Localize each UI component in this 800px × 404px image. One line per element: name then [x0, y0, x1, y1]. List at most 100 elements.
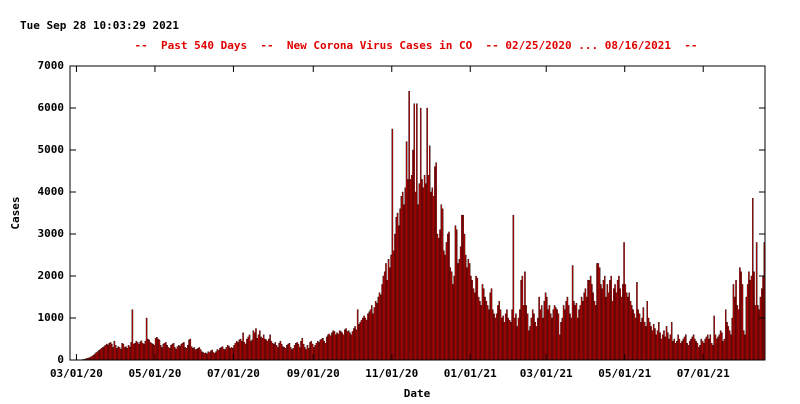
bar: [576, 303, 577, 360]
bar: [577, 318, 578, 360]
bar: [495, 318, 496, 360]
bar: [200, 350, 201, 361]
bar: [254, 333, 255, 360]
bar: [164, 343, 165, 360]
x-tick-label: 05/01/20: [128, 367, 181, 380]
bar: [714, 316, 715, 360]
bar: [705, 339, 706, 360]
bar: [133, 344, 134, 360]
bar: [201, 352, 202, 360]
bar: [412, 150, 413, 360]
bar: [759, 310, 760, 360]
bar: [464, 234, 465, 360]
bar: [573, 301, 574, 360]
bar: [536, 326, 537, 360]
bar: [676, 341, 677, 360]
bar: [113, 347, 114, 360]
bar: [760, 297, 761, 360]
bar: [167, 345, 168, 360]
bar: [699, 345, 700, 360]
bar: [681, 341, 682, 360]
bar: [456, 230, 457, 360]
bar: [114, 341, 115, 360]
bar: [266, 340, 267, 360]
bar: [580, 305, 581, 360]
bar: [648, 318, 649, 360]
x-tick-label: 07/01/21: [677, 367, 730, 380]
bar: [549, 305, 550, 360]
bar: [255, 329, 256, 361]
bar: [652, 331, 653, 360]
bar: [123, 344, 124, 360]
bar: [512, 310, 513, 360]
y-axis-label: Cases: [9, 196, 22, 229]
bar: [550, 314, 551, 360]
bar: [132, 310, 133, 360]
bar: [584, 293, 585, 360]
bar: [101, 348, 102, 360]
bar: [276, 345, 277, 360]
bar: [591, 284, 592, 360]
bar: [272, 343, 273, 360]
bar: [753, 272, 754, 360]
bar: [406, 142, 407, 360]
bar: [667, 333, 668, 360]
bar: [152, 344, 153, 360]
bar: [645, 326, 646, 360]
bar: [300, 341, 301, 360]
bar: [227, 345, 228, 360]
bar: [527, 314, 528, 360]
bar: [383, 276, 384, 360]
bar: [240, 339, 241, 360]
bar: [742, 284, 743, 360]
bar: [558, 314, 559, 360]
bar: [149, 340, 150, 360]
bar: [160, 345, 161, 360]
bar: [701, 339, 702, 360]
bar: [218, 350, 219, 360]
bar: [629, 293, 630, 360]
bar: [397, 213, 398, 360]
bar: [509, 320, 510, 360]
bar: [297, 342, 298, 360]
bar: [437, 234, 438, 360]
bar: [270, 335, 271, 360]
bar: [151, 343, 152, 360]
bar: [733, 284, 734, 360]
bar: [658, 322, 659, 360]
bar: [186, 348, 187, 360]
bar: [286, 345, 287, 360]
bar: [569, 314, 570, 360]
bar: [454, 276, 455, 360]
bar: [250, 341, 251, 360]
bar: [636, 282, 637, 360]
bar: [451, 272, 452, 360]
bar: [679, 339, 680, 360]
bar: [246, 339, 247, 360]
bar: [230, 348, 231, 360]
bar: [459, 259, 460, 360]
bar: [595, 305, 596, 360]
bar: [195, 350, 196, 361]
x-tick-label: 05/01/21: [598, 367, 651, 380]
bar: [501, 318, 502, 360]
bar: [590, 276, 591, 360]
bar: [710, 335, 711, 360]
bar: [622, 284, 623, 360]
bar: [382, 284, 383, 360]
bar: [392, 129, 393, 360]
bar: [544, 301, 545, 360]
bar: [373, 314, 374, 360]
bar: [657, 331, 658, 360]
bar: [380, 295, 381, 360]
bar: [428, 175, 429, 360]
bar: [236, 341, 237, 360]
bar: [465, 255, 466, 360]
bar: [665, 337, 666, 360]
bar: [515, 314, 516, 360]
bar: [499, 301, 500, 360]
y-tick-label: 2000: [38, 269, 65, 282]
bar: [678, 335, 679, 360]
bar: [156, 337, 157, 360]
bar: [282, 347, 283, 360]
